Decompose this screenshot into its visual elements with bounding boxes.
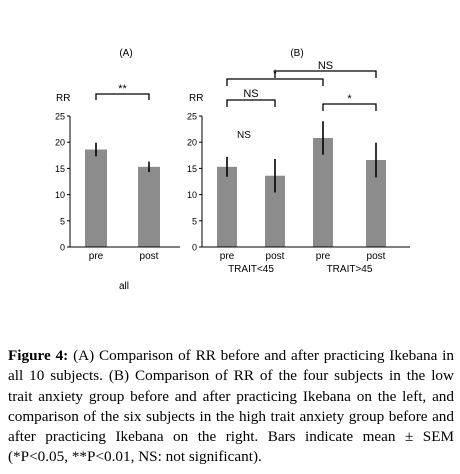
category-label: pre (89, 251, 104, 262)
caption-text: (A) Comparison of RR before and after pr… (8, 347, 454, 466)
bar (217, 166, 237, 247)
category-label: post (140, 251, 159, 262)
panel-b-label: (B) (290, 48, 303, 59)
category-label: pre (220, 251, 235, 262)
y-tick-label: 10 (187, 190, 197, 200)
figure-caption: Figure 4: (A) Comparison of RR before an… (8, 346, 454, 468)
y-tick-label: 0 (60, 243, 65, 253)
y-tick-label: 0 (192, 243, 197, 253)
panel-a-ylabel: RR (56, 93, 70, 104)
y-tick-label: 10 (55, 190, 65, 200)
significance-bracket (274, 70, 377, 78)
panel-a-label: (A) (119, 48, 132, 59)
bar (366, 160, 386, 247)
y-tick-label: 20 (55, 138, 65, 148)
category-label: pre (316, 251, 331, 262)
y-tick-label: 5 (192, 216, 197, 226)
significance-label: ** (118, 83, 127, 95)
y-tick-label: 5 (60, 216, 65, 226)
significance-bracket (226, 99, 276, 107)
category-label: post (266, 251, 285, 262)
y-tick-label: 25 (55, 112, 65, 122)
y-tick-label: 15 (55, 164, 65, 174)
category-label: post (367, 251, 386, 262)
y-tick-label: 15 (187, 164, 197, 174)
bar (313, 138, 333, 247)
bar (85, 149, 107, 247)
y-tick-label: 20 (187, 138, 197, 148)
panel-a-group-label: all (119, 281, 129, 292)
panel-b-ns-annotation: NS (237, 130, 251, 141)
significance-label: * (347, 93, 352, 105)
y-tick-label: 25 (187, 112, 197, 122)
bar (138, 166, 160, 247)
group-label: TRAIT<45 (228, 264, 274, 275)
panel-b-ylabel: RR (189, 93, 203, 104)
significance-label: NS (243, 88, 258, 100)
caption-label: Figure 4: (8, 347, 69, 364)
group-label: TRAIT>45 (327, 264, 373, 275)
significance-bracket (95, 93, 150, 100)
bar (265, 175, 285, 247)
panel-a-chart: (A) RR 0 5 10 15 20 25 pre post ** all (55, 48, 180, 292)
significance-bracket (322, 103, 377, 111)
significance-bracket (226, 78, 324, 86)
significance-label: NS (318, 60, 333, 72)
